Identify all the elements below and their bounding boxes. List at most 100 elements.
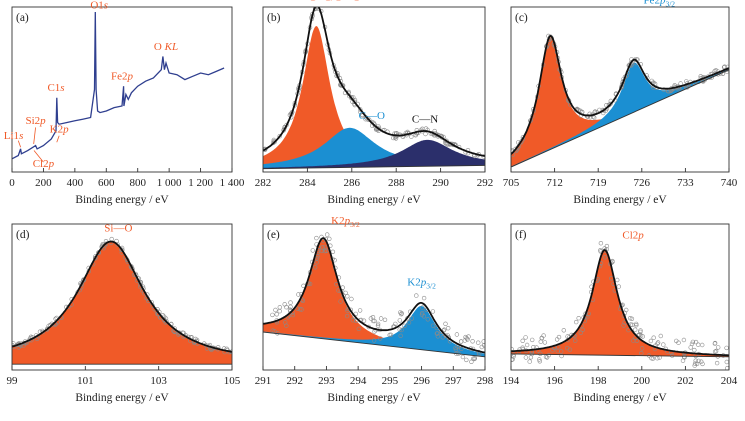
- data-point: [272, 139, 277, 145]
- data-point: [349, 296, 354, 302]
- envelope-line: [263, 237, 485, 354]
- data-point: [713, 348, 719, 354]
- peak-label-6: K2p: [50, 123, 69, 135]
- data-point: [420, 305, 425, 310]
- data-point: [270, 328, 275, 333]
- data-point: [361, 318, 367, 323]
- data-point: [684, 79, 689, 84]
- peak-label-2: K2p3/2: [407, 276, 436, 290]
- peak-area-1: [263, 26, 485, 169]
- data-point: [288, 300, 293, 305]
- data-point: [655, 340, 661, 345]
- x-tick-label: 294: [350, 375, 367, 387]
- data-point: [399, 327, 404, 333]
- x-tick-label: 293: [318, 375, 335, 387]
- data-point: [632, 327, 638, 332]
- plot-area-d: [12, 236, 232, 365]
- peak-label-2: Fe2p3/2: [643, 0, 675, 9]
- data-point: [325, 232, 330, 237]
- data-point: [661, 342, 666, 347]
- x-axis-title: Binding energy / eV: [75, 392, 169, 404]
- data-point: [322, 244, 328, 250]
- x-tick-label: 196: [546, 375, 563, 387]
- data-point: [639, 346, 645, 351]
- data-point: [523, 355, 529, 360]
- data-point: [297, 307, 303, 312]
- data-point: [327, 236, 332, 242]
- x-tick-label: 286: [344, 177, 361, 189]
- x-tick-label: 712: [546, 177, 563, 189]
- data-point: [724, 359, 729, 365]
- panel-a: 0 200 400 600 800 1 000 1 200 1 400 Binding ener…: [4, 0, 245, 206]
- x-tick-label: 103: [150, 375, 167, 387]
- data-point: [387, 332, 392, 338]
- data-point: [631, 338, 636, 343]
- data-point: [398, 310, 403, 315]
- axes-frame: [510, 223, 730, 371]
- plot-area-c: [511, 33, 729, 168]
- data-point: [714, 360, 720, 366]
- axes-frame: [510, 6, 730, 173]
- data-point: [345, 308, 350, 313]
- peak-area-1: [511, 37, 729, 168]
- data-point: [446, 326, 451, 331]
- data-point: [313, 265, 318, 270]
- x-tick-label: 292: [286, 375, 303, 387]
- panel-f: 194 196 198 200 202 204 Binding energy / eV (f)…: [503, 223, 738, 404]
- panel-letter: (e): [267, 229, 280, 241]
- data-point: [310, 248, 315, 253]
- data-point: [45, 326, 50, 331]
- x-tick-label: 288: [388, 177, 405, 189]
- data-point: [573, 319, 579, 325]
- data-point: [681, 354, 687, 359]
- data-point: [409, 134, 414, 139]
- data-point: [700, 361, 705, 367]
- data-point: [543, 354, 549, 359]
- data-point: [554, 337, 560, 342]
- x-tick-label: 1 200: [188, 177, 213, 189]
- data-point: [629, 316, 635, 321]
- panel-letter: (c): [515, 12, 528, 24]
- data-point: [454, 332, 460, 337]
- data-point: [435, 334, 441, 339]
- data-point: [322, 248, 327, 254]
- data-point: [580, 327, 585, 332]
- data-point: [692, 347, 697, 353]
- x-tick-label: 202: [677, 375, 694, 387]
- data-point: [715, 345, 721, 350]
- data-point: [445, 142, 450, 147]
- data-point: [527, 359, 532, 364]
- data-point: [598, 241, 604, 246]
- x-tick-label: 295: [382, 375, 399, 387]
- x-tick-label: 600: [98, 177, 115, 189]
- panel-e: 291 292 293 294 295 296 297 298 Binding energy /…: [255, 215, 494, 404]
- data-point: [689, 341, 695, 347]
- data-point: [420, 310, 425, 316]
- x-tick-label: 1 400: [220, 177, 245, 189]
- data-point: [356, 326, 361, 332]
- data-point: [696, 358, 701, 364]
- envelope-line: [263, 7, 485, 157]
- peak-label-1: C═C/C—C: [308, 0, 359, 3]
- data-point: [695, 342, 701, 347]
- x-tick-label: 726: [634, 177, 651, 189]
- data-point: [537, 357, 542, 362]
- data-point: [442, 327, 447, 332]
- data-point: [430, 309, 436, 314]
- peak-label-1: O1s: [90, 0, 108, 12]
- data-point: [434, 331, 440, 336]
- data-point: [300, 298, 306, 303]
- data-point: [640, 334, 645, 339]
- data-point: [378, 316, 384, 321]
- data-point: [529, 337, 535, 343]
- data-point: [648, 338, 654, 344]
- data-point: [682, 355, 687, 360]
- x-tick-label: 204: [721, 375, 738, 387]
- data-point: [290, 312, 296, 318]
- data-point: [378, 336, 383, 341]
- data-point: [371, 338, 377, 343]
- data-point: [397, 327, 402, 332]
- panel-letter: (a): [16, 12, 29, 24]
- data-point: [398, 333, 403, 338]
- data-point: [423, 131, 428, 137]
